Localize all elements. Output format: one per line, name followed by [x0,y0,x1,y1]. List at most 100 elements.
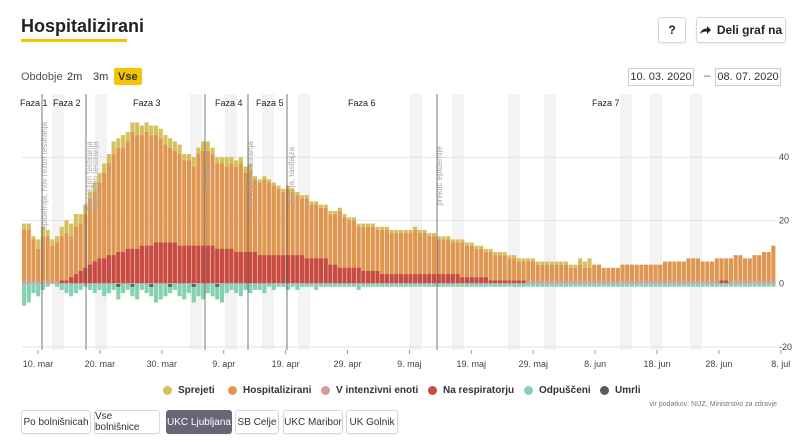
bar-odpusceni [196,283,201,297]
hospital-tab-sb-celje[interactable]: SB Celje [235,410,279,434]
bar-intenzivni [710,280,715,284]
share-chart-button[interactable]: Deli graf na [696,17,786,43]
bar-hospitalizirani [549,264,554,284]
hospital-tab-by-hospital[interactable]: Po bolnišnicah [21,410,91,434]
bar-respirator [69,277,74,284]
bar-hospitalizirani [422,233,427,284]
bar-intenzivni [587,280,592,284]
bar-respirator [87,264,93,284]
bar-respirator [130,248,135,284]
bar-odpusceni [262,283,267,294]
bar-respirator [177,245,182,284]
bar-umrli [191,283,196,287]
bar-odpusceni [408,283,413,287]
bar-sprejeti [380,226,385,230]
period-3m-button[interactable]: 3m [93,70,109,83]
bar-intenzivni [733,280,738,284]
bar-respirator [215,248,220,284]
bar-sprejeti [559,261,564,265]
bar-intenzivni [615,280,620,284]
bar-hospitalizirani [182,160,187,284]
bar-respirator [483,277,488,284]
bar-sprejeti [342,214,347,218]
legend-item-sprejeti[interactable]: Sprejeti [163,383,215,397]
bar-odpusceni [219,283,225,303]
legend-item-odpusceni[interactable]: Odpuščeni [524,383,591,397]
phase-label: Faza 4 [215,98,243,108]
hospital-tab-ukc-ljubljana[interactable]: UKC Ljubljana [166,410,232,434]
bar-umrli [149,283,154,287]
date-to-input[interactable]: 08. 07. 2020 [715,68,781,86]
bar-odpusceni [573,283,578,287]
bar-sprejeti [427,233,432,237]
bar-sprejeti [366,223,371,227]
bar-respirator [219,248,225,284]
bar-hospitalizirani [285,188,291,284]
bar-respirator [314,258,319,284]
period-2m-button[interactable]: 2m [67,70,83,83]
legend-item-hospitalizirani[interactable]: Hospitalizirani [228,383,311,397]
bar-odpusceni [497,283,503,287]
bar-sprejeti [196,147,201,155]
bar-hospitalizirani [658,264,663,284]
legend-item-umrli[interactable]: Umrli [600,383,641,397]
bar-respirator [719,280,724,284]
y-tick-label: -20 [779,342,792,352]
bar-hospitalizirani [314,204,319,284]
bar-odpusceni [691,283,696,287]
bar-odpusceni [771,283,776,287]
bar-hospitalizirani [333,214,338,284]
bar-odpusceni [125,283,130,290]
bar-sprejeti [64,220,69,234]
bar-respirator [125,248,130,284]
bar-hospitalizirani [196,154,201,284]
x-tick-label: 30. mar [147,359,178,369]
bar-odpusceni [728,283,733,287]
bar-sprejeti [290,188,295,192]
bar-hospitalizirani [394,233,399,284]
bar-odpusceni [578,283,583,287]
x-tick-label: 9. apr [212,359,235,369]
bar-hospitalizirani [615,267,620,284]
bar-hospitalizirani [733,255,738,284]
bar-intenzivni [559,280,564,284]
bar-hospitalizirani [634,264,639,284]
bar-sprejeti [507,255,512,259]
help-button[interactable]: ? [658,17,686,43]
annotation: nov režim testiranja [85,141,94,211]
legend-item-respirator[interactable]: Na respiratorju [428,383,514,397]
data-source: vir podatkov: NIJZ, Ministrstvo za zdrav… [649,401,777,408]
x-tick-label: 8. jun [584,359,606,369]
hospital-tab-all[interactable]: Vse bolnišnice [94,410,160,434]
bar-hospitalizirani [587,267,592,284]
bar-odpusceni [78,283,83,290]
bar-sprejeti [177,144,182,155]
bar-sprejeti [384,226,389,230]
bar-odpusceni [714,283,719,287]
bar-sprejeti [578,258,583,265]
date-from-input[interactable]: 10. 03. 2020 [628,68,694,86]
period-all-button[interactable]: Vse [114,68,142,85]
bar-sprejeti [26,223,31,230]
bar-respirator [201,245,206,284]
bar-sprejeti [413,226,418,230]
bar-sprejeti [111,141,116,155]
bar-hospitalizirani [257,182,262,284]
hospital-tab-ukc-maribor[interactable]: UKC Maribor [283,410,343,434]
bar-hospitalizirani [611,267,616,284]
bar-odpusceni [210,283,215,297]
bar-hospitalizirani [681,261,686,284]
bar-hospitalizirani [168,147,173,284]
hospital-tab-uk-golnik[interactable]: UK Golnik [346,410,398,434]
bar-hospitalizirani [59,236,64,284]
bar-sprejeti [474,245,479,249]
legend-item-intenzivni[interactable]: V intenzivni enoti [321,383,418,397]
bar-respirator [516,280,521,284]
bar-sprejeti [328,210,333,215]
annotation: stranja, rastlajza [287,146,296,205]
bar-odpusceni [441,283,446,287]
legend-label: Umrli [615,384,641,396]
bar-hospitalizirani [695,258,700,284]
bar-hospitalizirani [281,191,286,284]
phase-label: Faza 1 [20,98,48,108]
